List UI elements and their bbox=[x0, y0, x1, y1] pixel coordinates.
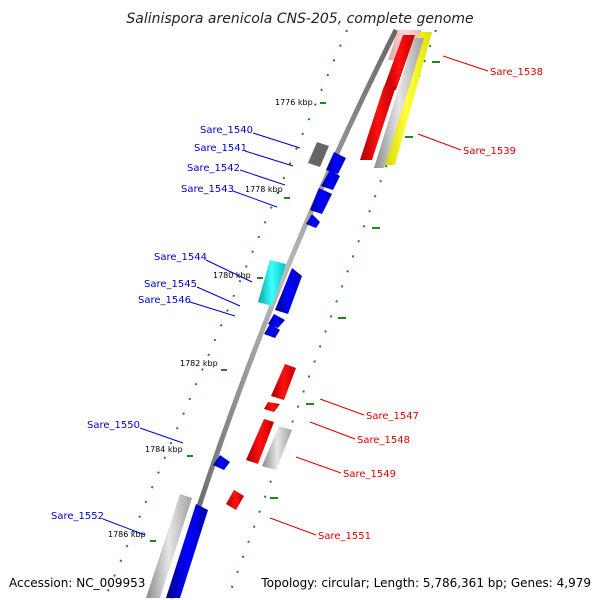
gene-block[interactable] bbox=[275, 268, 302, 314]
blue-leader-lines bbox=[102, 132, 301, 536]
gene-label[interactable]: Sare_1541 bbox=[194, 143, 247, 154]
red-leader-lines bbox=[269, 55, 489, 536]
gene-block[interactable] bbox=[308, 142, 329, 167]
gene-label[interactable]: Sare_1552 bbox=[51, 511, 104, 522]
scale-labels: 1776 kbp 1778 kbp 1780 kbp 1782 kbp 1784… bbox=[108, 98, 313, 539]
topology-text: Topology: circular; Length: 5,786,361 bp… bbox=[260, 576, 591, 590]
gene-label[interactable]: Sare_1543 bbox=[181, 184, 234, 195]
gene-block[interactable] bbox=[264, 402, 280, 412]
accession-text: Accession: NC_009953 bbox=[9, 576, 145, 590]
gene-block[interactable] bbox=[146, 494, 192, 598]
gene-block[interactable] bbox=[310, 188, 332, 214]
gene-block[interactable] bbox=[374, 38, 424, 168]
map-title: Salinispora arenicola CNS-205, complete … bbox=[126, 11, 473, 27]
gene-block[interactable] bbox=[213, 455, 230, 470]
gene-label[interactable]: Sare_1549 bbox=[343, 469, 396, 480]
scale-label: 1782 kbp bbox=[180, 359, 218, 368]
gene-label[interactable]: Sare_1546 bbox=[138, 295, 191, 306]
gene-label[interactable]: Sare_1538 bbox=[490, 67, 543, 78]
gene-label[interactable]: Sare_1545 bbox=[144, 279, 197, 290]
gene-block[interactable] bbox=[321, 170, 340, 190]
gene-block[interactable] bbox=[306, 214, 320, 228]
gene-block[interactable] bbox=[383, 35, 415, 90]
scale-tick-marks bbox=[150, 61, 440, 542]
blue-gene-labels: Sare_1540 Sare_1541 Sare_1542 Sare_1543 … bbox=[51, 125, 253, 522]
gene-label[interactable]: Sare_1540 bbox=[200, 125, 253, 136]
gene-label[interactable]: Sare_1551 bbox=[318, 531, 371, 542]
red-gene-labels: Sare_1538 Sare_1539 Sare_1547 Sare_1548 … bbox=[318, 67, 543, 542]
scale-label: 1786 kbp bbox=[108, 530, 146, 539]
gene-block[interactable] bbox=[264, 324, 280, 338]
gene-label[interactable]: Sare_1539 bbox=[463, 146, 516, 157]
gene-label[interactable]: Sare_1544 bbox=[154, 252, 207, 263]
gene-block[interactable] bbox=[271, 364, 296, 400]
gene-block[interactable] bbox=[226, 490, 244, 510]
gene-block[interactable] bbox=[268, 314, 285, 328]
gene-label[interactable]: Sare_1547 bbox=[366, 411, 419, 422]
gene-block[interactable] bbox=[262, 426, 292, 470]
inner-dotted-track bbox=[104, 29, 348, 599]
gene-block[interactable] bbox=[166, 504, 208, 598]
scale-label: 1780 kbp bbox=[213, 271, 251, 280]
scale-label: 1778 kbp bbox=[245, 185, 283, 194]
gene-block[interactable] bbox=[326, 152, 346, 174]
gene-block[interactable] bbox=[360, 86, 396, 160]
scale-label: 1784 kbp bbox=[145, 445, 183, 454]
gene-label[interactable]: Sare_1548 bbox=[357, 435, 410, 446]
gene-label[interactable]: Sare_1542 bbox=[187, 163, 240, 174]
gene-block[interactable] bbox=[258, 260, 286, 306]
gene-label[interactable]: Sare_1550 bbox=[87, 420, 140, 431]
outer-strand-genes bbox=[226, 30, 432, 510]
inner-strand-genes bbox=[146, 142, 346, 598]
scale-label: 1776 kbp bbox=[275, 98, 313, 107]
gene-block[interactable] bbox=[246, 419, 274, 464]
